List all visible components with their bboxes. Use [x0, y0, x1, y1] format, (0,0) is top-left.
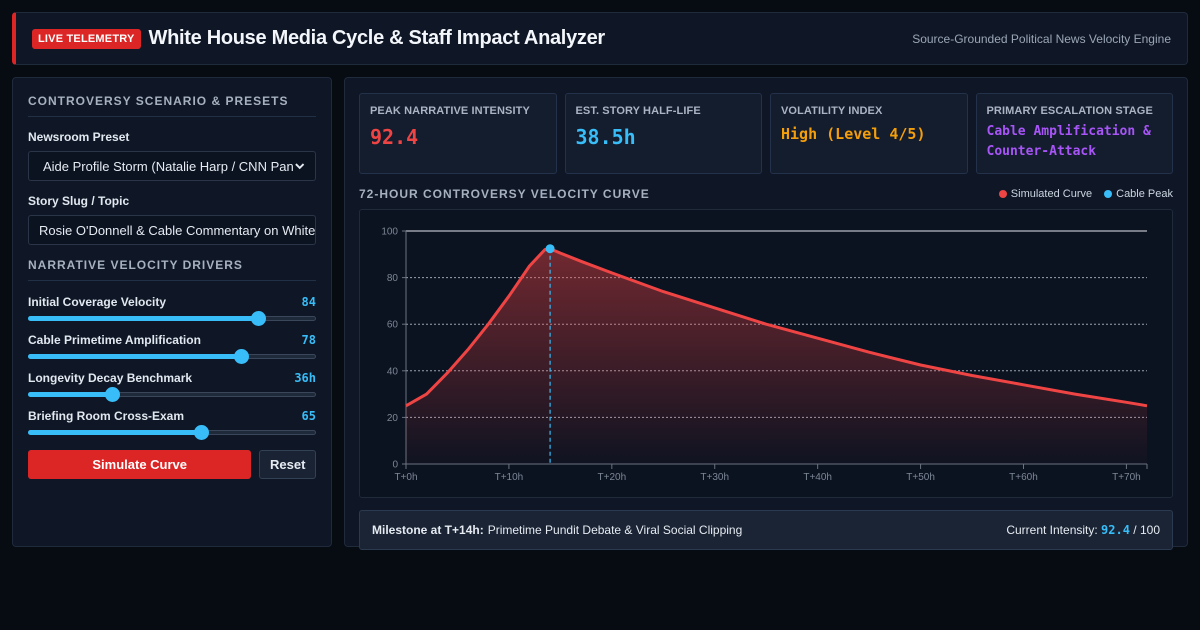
slider-track[interactable] [28, 348, 316, 364]
slider-track[interactable] [28, 310, 316, 326]
slider-label: Cable Primetime Amplification [28, 333, 201, 347]
y-tick-label: 100 [381, 227, 398, 238]
drivers-section-title: NARRATIVE VELOCITY DRIVERS [28, 258, 316, 281]
preset-value: Aide Profile Storm (Natalie Harp / CNN P… [43, 158, 294, 174]
x-tick-label: T+70h [1112, 472, 1141, 483]
slider-label: Briefing Room Cross-Exam [28, 409, 185, 423]
app-subtitle: Source-Grounded Political News Velocity … [912, 31, 1171, 46]
scenario-section-title: CONTROVERSY SCENARIO & PRESETS [28, 94, 316, 117]
metric-value: Cable Amplification & Counter-Attack [986, 124, 1151, 159]
x-tick-label: T+0h [394, 472, 417, 483]
chevron-down-icon [294, 163, 304, 170]
y-tick-label: 40 [387, 366, 399, 377]
y-tick-label: 80 [387, 273, 399, 284]
slider-thumb[interactable] [104, 387, 120, 402]
peak-marker-point [545, 244, 555, 254]
slider-thumb[interactable] [234, 349, 250, 364]
slider-cable-primetime: Cable Primetime Amplification 78 [28, 332, 316, 364]
app-title: White House Media Cycle & Staff Impact A… [148, 27, 606, 49]
slider-track[interactable] [28, 424, 316, 440]
newsroom-preset-select[interactable]: Aide Profile Storm (Natalie Harp / CNN P… [28, 151, 316, 181]
current-intensity-value: 92.4 [1101, 523, 1130, 537]
simulated-curve-line [405, 247, 1148, 408]
results-panel: PEAK NARRATIVE INTENSITY 92.4 EST. STORY… [344, 77, 1188, 547]
slider-thumb[interactable] [193, 425, 209, 440]
chart-title: 72-HOUR CONTROVERSY VELOCITY CURVE [359, 187, 650, 201]
velocity-chart-svg: 0 20 40 60 80 100 T+0h T+10h T+20h T+30h T+40h T+50… [381, 227, 1148, 483]
velocity-chart: 0 20 40 60 80 100 T+0h T+10h T+20h T+30h T+40h T+50… [359, 209, 1173, 498]
chart-legend: Simulated Curve Cable Peak [998, 188, 1173, 200]
action-buttons: Simulate Curve Reset [28, 450, 316, 479]
metric-label: PRIMARY ESCALATION STAGE [986, 105, 1153, 117]
y-tick-label: 0 [392, 460, 398, 471]
metric-label: EST. STORY HALF-LIFE [575, 105, 701, 117]
slider-list: Initial Coverage Velocity 84 Cable Prime… [28, 294, 316, 440]
x-tick-label: T+20h [598, 472, 627, 483]
legend-swatch [998, 190, 1007, 198]
y-tick-label: 20 [387, 413, 399, 424]
x-tick-label: T+50h [906, 472, 935, 483]
y-tick-label: 60 [387, 320, 399, 331]
slider-label: Longevity Decay Benchmark [28, 371, 193, 385]
preset-label: Newsroom Preset [28, 130, 130, 144]
slider-label: Initial Coverage Velocity [28, 295, 167, 309]
simulate-curve-button[interactable]: Simulate Curve [28, 450, 252, 479]
metric-label: PEAK NARRATIVE INTENSITY [370, 105, 530, 117]
x-tick-label: T+10h [495, 472, 524, 483]
current-intensity-label: Current Intensity: [1006, 523, 1098, 537]
slider-value: 36h [294, 371, 316, 385]
milestone-bar: Milestone at T+14h: Primetime Pundit Deb… [359, 510, 1173, 550]
x-tick-label: T+40h [803, 472, 832, 483]
x-tick-label: T+30h [700, 472, 729, 483]
slider-value: 84 [301, 295, 316, 309]
milestone-text: Primetime Pundit Debate & Viral Social C… [487, 523, 743, 537]
legend-label: Simulated Curve [1010, 188, 1093, 200]
metric-card-peak: PEAK NARRATIVE INTENSITY 92.4 [359, 93, 557, 174]
slider-thumb[interactable] [251, 311, 267, 326]
metric-card-half-life: EST. STORY HALF-LIFE 38.5h [564, 93, 762, 174]
slider-longevity-decay: Longevity Decay Benchmark 36h [28, 370, 316, 402]
metric-value: High (Level 4/5) [781, 125, 926, 143]
milestone-label: Milestone at T+14h: [372, 523, 484, 537]
metric-card-volatility: VOLATILITY INDEX High (Level 4/5) [770, 93, 968, 174]
slider-value: 65 [301, 409, 316, 423]
metric-card-escalation: PRIMARY ESCALATION STAGE Cable Amplifica… [975, 93, 1173, 174]
x-tick-label: T+60h [1009, 472, 1038, 483]
story-slug-input[interactable]: Rosie O'Donnell & Cable Commentary on Wh… [28, 215, 316, 245]
slider-initial-coverage: Initial Coverage Velocity 84 [28, 294, 316, 326]
slug-label: Story Slug / Topic [28, 194, 130, 208]
reset-button[interactable]: Reset [259, 450, 316, 479]
metric-cards: PEAK NARRATIVE INTENSITY 92.4 EST. STORY… [359, 93, 1173, 174]
curve-area [406, 248, 1147, 464]
live-telemetry-badge: LIVE TELEMETRY [32, 28, 141, 49]
app-header: LIVE TELEMETRY White House Media Cycle &… [12, 12, 1188, 65]
legend-item-simulated: Simulated Curve [998, 188, 1093, 200]
current-intensity: Current Intensity: 92.4 / 100 [1006, 523, 1160, 537]
controls-panel: CONTROVERSY SCENARIO & PRESETS Newsroom … [12, 77, 332, 547]
chart-header: 72-HOUR CONTROVERSY VELOCITY CURVE Simul… [359, 187, 1173, 201]
metric-value: 92.4 [370, 125, 419, 149]
slider-briefing-room: Briefing Room Cross-Exam 65 [28, 408, 316, 440]
current-intensity-max: / 100 [1133, 523, 1160, 537]
slider-value: 78 [301, 333, 316, 347]
metric-value: 38.5h [575, 125, 636, 149]
legend-item-peak: Cable Peak [1104, 188, 1173, 200]
slider-track[interactable] [28, 386, 316, 402]
legend-label: Cable Peak [1116, 188, 1173, 200]
metric-label: VOLATILITY INDEX [781, 105, 883, 117]
legend-swatch [1104, 190, 1113, 198]
